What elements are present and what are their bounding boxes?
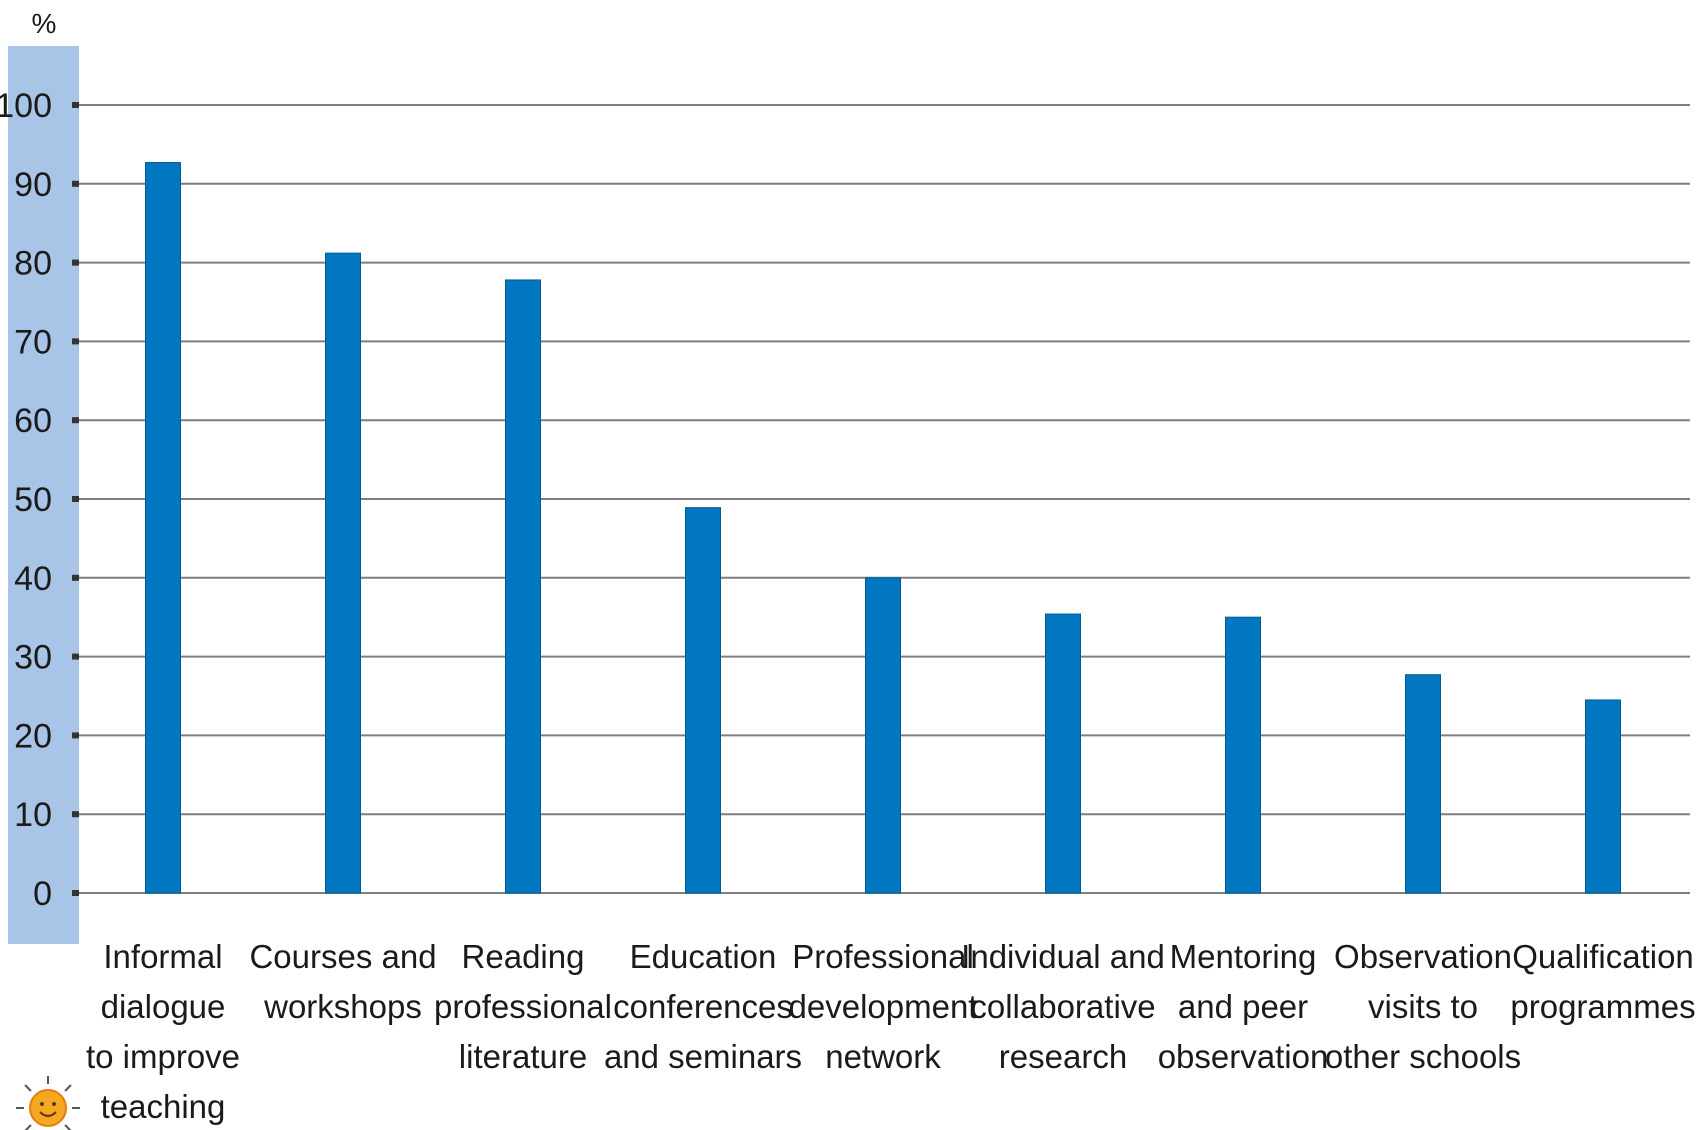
sun-icon [16,1076,80,1130]
y-tick-mark [72,496,79,502]
category-label-line: Education [630,938,777,975]
y-axis-unit-label: % [32,8,57,39]
y-tick-mark [72,653,79,660]
y-axis-ticks: 0 10 20 30 40 50 60 70 80 90 100 [0,87,79,913]
category-label: Informal dialogue to improve teaching [86,938,240,1125]
category-label-line: professional [434,988,612,1025]
category-label-line: Individual and [961,938,1165,975]
bar [1405,674,1441,894]
category-label: Reading professional literature [434,938,612,1075]
y-tick-label: 70 [14,323,52,361]
category-label-line: Courses and [249,938,436,975]
category-label-line: Mentoring [1170,938,1317,975]
y-tick-label: 50 [14,481,52,519]
y-tick-label: 20 [14,717,52,755]
category-label-line: conferences [613,988,793,1025]
category-label: Courses and workshops [249,938,436,1025]
bar [1225,616,1261,894]
category-label: Professional development network [789,938,978,1075]
y-tick-mark [72,574,79,581]
category-label-line: collaborative [970,988,1155,1025]
y-tick-mark [72,259,79,266]
category-label-line: observation [1158,1038,1329,1075]
y-tick-label: 10 [14,796,52,834]
category-label-line: literature [459,1038,587,1075]
category-label: Observation visits to other schools [1325,938,1521,1075]
bar [685,507,721,894]
y-tick-label: 90 [14,166,52,204]
y-tick-label: 0 [33,875,52,913]
y-tick-label: 30 [14,639,52,677]
y-tick-label: 60 [14,402,52,440]
y-tick-mark [72,180,79,187]
y-tick-mark [72,811,79,818]
category-label-line: programmes [1510,988,1695,1025]
category-label-line: network [825,1038,941,1075]
category-label-line: Qualification [1512,938,1694,975]
category-label-line: visits to [1368,988,1478,1025]
y-tick-mark [72,102,79,108]
category-label-line: and peer [1178,988,1308,1025]
category-labels: Informal dialogue to improve teaching Course… [86,938,1696,1125]
y-tick-label: 100 [0,87,52,125]
category-label-line: workshops [263,988,422,1025]
bars [145,162,1621,894]
category-label-line: research [999,1038,1127,1075]
category-label-line: Reading [462,938,585,975]
y-tick-mark [72,417,79,424]
y-tick-label: 40 [14,560,52,598]
bar [1585,699,1621,894]
y-axis-band [8,46,79,944]
bar [325,252,361,894]
bar [865,577,901,894]
category-label: Qualification programmes [1510,938,1695,1025]
bar [145,162,181,894]
category-label-line: Professional [792,938,974,975]
category-label: Mentoring and peer observation [1158,938,1329,1075]
category-label-line: other schools [1325,1038,1521,1075]
y-tick-label: 80 [14,245,52,283]
category-label: Education conferences and seminars [604,938,802,1075]
category-label-line: to improve [86,1038,240,1075]
bar [1045,613,1081,894]
category-label-line: development [789,988,978,1025]
y-tick-mark [72,732,79,739]
category-label-line: and seminars [604,1038,802,1075]
bar [505,279,541,894]
category-label-line: teaching [101,1088,226,1125]
category-label: Individual and collaborative research [961,938,1165,1075]
y-tick-mark [72,890,79,896]
category-label-line: Informal [103,938,222,975]
category-label-line: dialogue [101,988,226,1025]
category-label-line: Observation [1334,938,1512,975]
y-tick-mark [72,338,79,345]
